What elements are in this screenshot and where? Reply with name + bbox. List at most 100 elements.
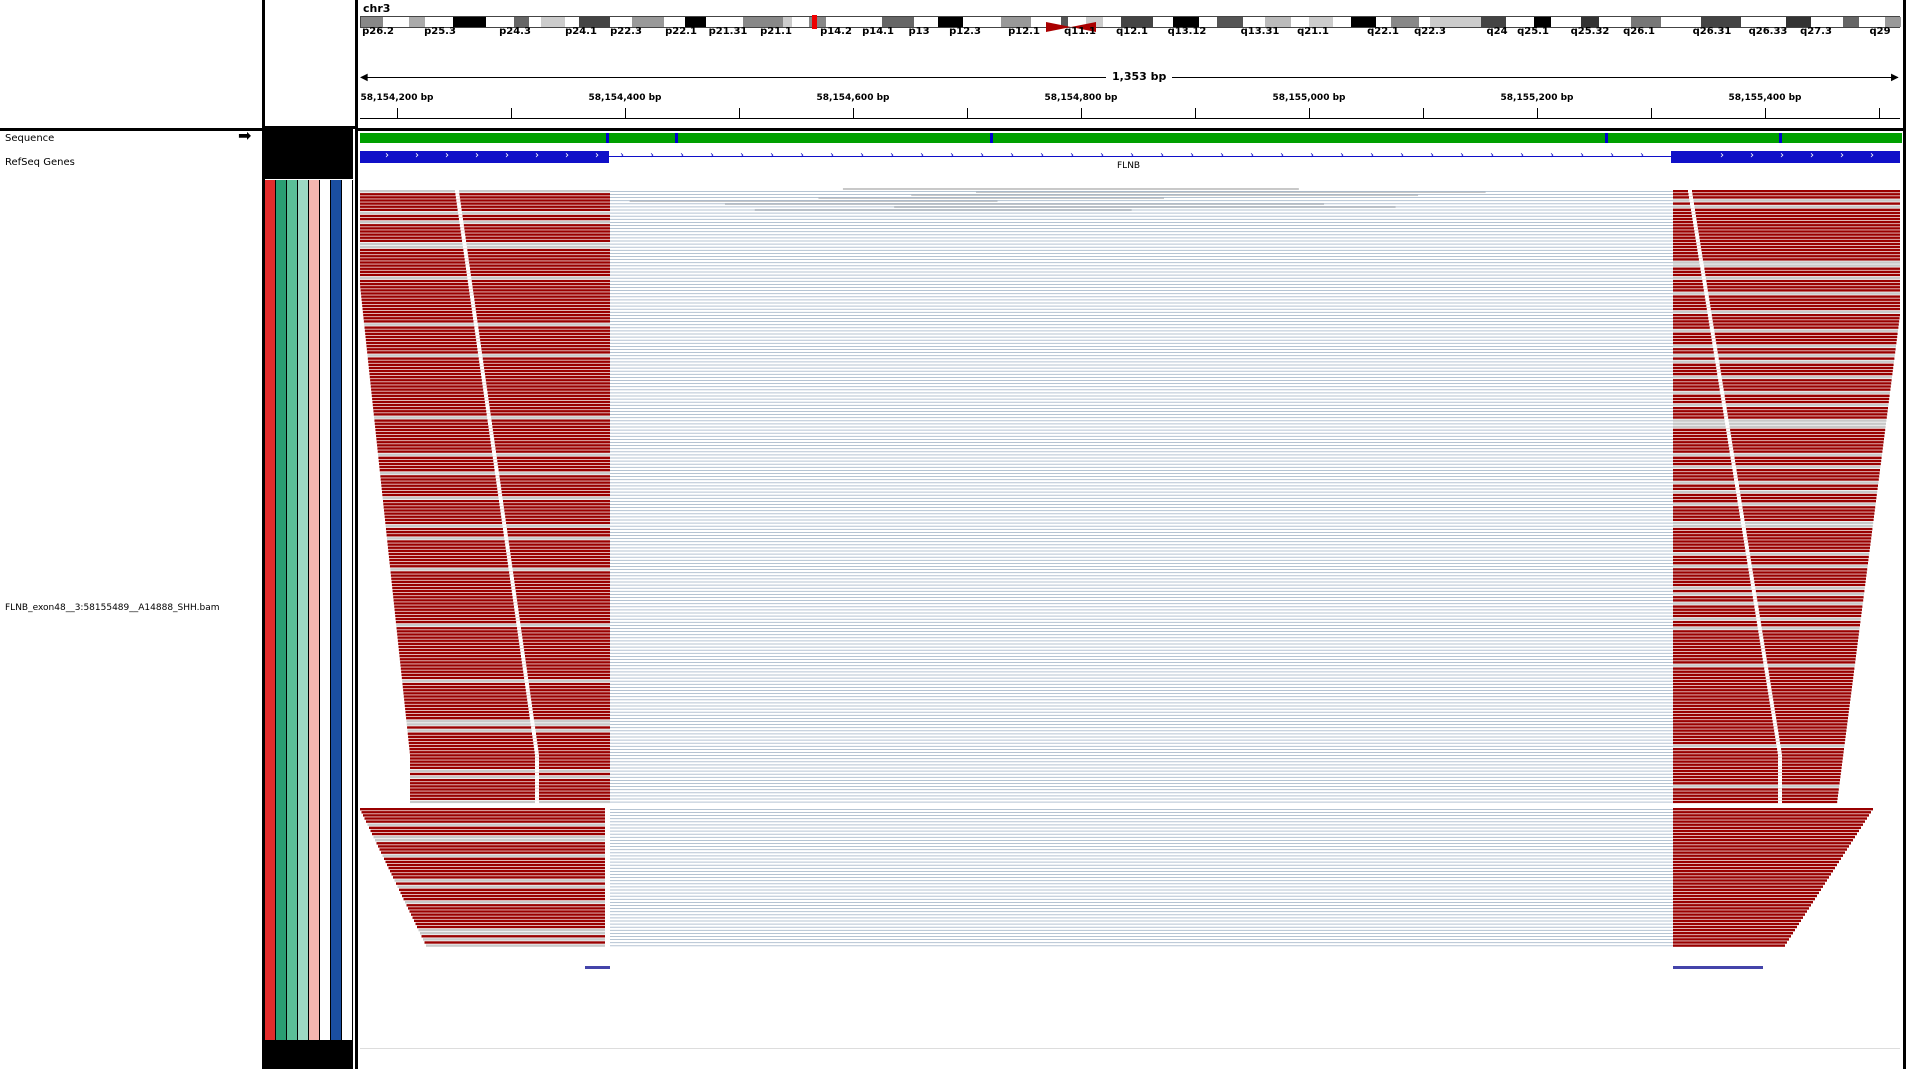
read-left-lower[interactable] bbox=[420, 932, 605, 935]
splice-junction[interactable] bbox=[610, 674, 1675, 676]
read-gap[interactable] bbox=[535, 794, 539, 798]
read-right-block[interactable] bbox=[1673, 211, 1900, 215]
read-gap[interactable] bbox=[1755, 614, 1760, 618]
read-right-lower[interactable] bbox=[1673, 879, 1827, 882]
read-left-block[interactable] bbox=[410, 785, 610, 788]
read-right-block[interactable] bbox=[1673, 639, 1858, 642]
read-left-block[interactable] bbox=[410, 766, 610, 769]
read-right-block[interactable] bbox=[1673, 534, 1872, 537]
read-gap[interactable] bbox=[490, 438, 495, 441]
splice-junction[interactable] bbox=[610, 488, 1675, 490]
read-gap[interactable] bbox=[1764, 667, 1769, 670]
splice-junction[interactable] bbox=[610, 749, 1675, 750]
read-left-block[interactable] bbox=[408, 741, 610, 745]
read-gap[interactable] bbox=[1773, 723, 1778, 726]
read-left-lower[interactable] bbox=[415, 922, 606, 926]
read-gap[interactable] bbox=[1714, 354, 1719, 357]
read-left-block[interactable] bbox=[360, 242, 610, 246]
read-right-lower[interactable] bbox=[1673, 901, 1813, 904]
read-gap[interactable] bbox=[1766, 679, 1771, 683]
read-gap[interactable] bbox=[530, 723, 535, 726]
read-left-block[interactable] bbox=[401, 676, 610, 680]
cytoband[interactable] bbox=[1376, 17, 1391, 27]
read-right-lower[interactable] bbox=[1673, 839, 1853, 842]
read-gap[interactable] bbox=[1719, 388, 1724, 391]
read-gap[interactable] bbox=[1775, 738, 1780, 742]
read-gap[interactable] bbox=[1747, 565, 1752, 568]
splice-junction[interactable] bbox=[610, 812, 1675, 813]
read-gap[interactable] bbox=[458, 214, 463, 218]
read-left-block[interactable] bbox=[370, 385, 610, 388]
read-right-block[interactable] bbox=[1673, 434, 1885, 438]
read-right-block[interactable] bbox=[1673, 317, 1900, 320]
read-gap[interactable] bbox=[462, 245, 467, 249]
cytoband[interactable] bbox=[938, 17, 963, 27]
read-right-block[interactable] bbox=[1673, 441, 1884, 444]
read-right-block[interactable] bbox=[1673, 667, 1855, 670]
read-right-block[interactable] bbox=[1673, 608, 1862, 611]
read-left-block[interactable] bbox=[391, 583, 610, 587]
read-right-block[interactable] bbox=[1673, 636, 1859, 639]
read-insertion[interactable] bbox=[1673, 966, 1763, 969]
read-gap[interactable] bbox=[499, 503, 504, 506]
splice-junction[interactable] bbox=[610, 265, 1675, 267]
splice-junction[interactable] bbox=[610, 886, 1675, 888]
read-gap[interactable] bbox=[1692, 221, 1697, 224]
read-insertion[interactable] bbox=[585, 966, 610, 969]
read-gap[interactable] bbox=[501, 515, 506, 519]
read-right-lower[interactable] bbox=[1673, 916, 1803, 919]
read-gap[interactable] bbox=[518, 639, 523, 643]
read-gap[interactable] bbox=[534, 751, 539, 754]
read-gap[interactable] bbox=[535, 754, 539, 757]
read-gap[interactable] bbox=[1759, 639, 1764, 643]
read-left-block[interactable] bbox=[401, 670, 610, 673]
splice-junction[interactable] bbox=[610, 864, 1675, 866]
read-right-block[interactable] bbox=[1673, 307, 1900, 311]
read-left-block[interactable] bbox=[402, 686, 610, 689]
read-right-block[interactable] bbox=[1673, 456, 1882, 459]
cytoband[interactable] bbox=[565, 17, 579, 27]
read-left-block[interactable] bbox=[360, 283, 610, 286]
read-gap[interactable] bbox=[535, 760, 539, 763]
attribute-cell[interactable] bbox=[331, 129, 342, 179]
read-gap[interactable] bbox=[1718, 382, 1723, 385]
read-right-block[interactable] bbox=[1673, 589, 1865, 593]
read-gap[interactable] bbox=[517, 627, 522, 630]
read-right-block[interactable] bbox=[1673, 410, 1888, 413]
read-gap[interactable] bbox=[1709, 323, 1714, 326]
read-gap[interactable] bbox=[457, 205, 462, 209]
read-gap[interactable] bbox=[467, 279, 472, 283]
read-gap[interactable] bbox=[474, 329, 479, 333]
read-left-block[interactable] bbox=[361, 298, 610, 301]
read-gap[interactable] bbox=[499, 506, 504, 509]
chromosome-label[interactable]: chr3 bbox=[363, 2, 391, 15]
read-gap[interactable] bbox=[1759, 636, 1764, 639]
read-gap[interactable] bbox=[1758, 633, 1763, 636]
read-left-block[interactable] bbox=[397, 636, 610, 639]
read-right-block[interactable] bbox=[1673, 403, 1889, 407]
splice-junction[interactable] bbox=[610, 501, 1675, 502]
read-right-lower[interactable] bbox=[1673, 808, 1873, 811]
read-left-block[interactable] bbox=[410, 788, 610, 791]
read-gap[interactable] bbox=[1702, 283, 1707, 286]
read-gap[interactable] bbox=[1729, 447, 1734, 450]
track-name-refseq[interactable]: RefSeq Genes bbox=[5, 157, 75, 168]
read-gap[interactable] bbox=[1747, 562, 1752, 565]
read-right-lower[interactable] bbox=[1673, 814, 1869, 817]
read-right-lower[interactable] bbox=[1673, 891, 1819, 895]
read-gap[interactable] bbox=[1695, 239, 1700, 243]
cytoband[interactable] bbox=[685, 17, 706, 27]
read-left-block[interactable] bbox=[360, 252, 610, 255]
read-left-block[interactable] bbox=[407, 732, 610, 735]
cytoband[interactable] bbox=[1217, 17, 1243, 27]
read-left-block[interactable] bbox=[399, 651, 610, 655]
read-gap[interactable] bbox=[486, 413, 491, 416]
read-gap[interactable] bbox=[1778, 782, 1782, 785]
read-gap[interactable] bbox=[533, 744, 538, 748]
read-gap[interactable] bbox=[1720, 391, 1725, 395]
read-gap[interactable] bbox=[1713, 351, 1718, 354]
read-left-block[interactable] bbox=[386, 534, 610, 537]
read-left-block[interactable] bbox=[403, 692, 610, 695]
read-right-block[interactable] bbox=[1673, 602, 1863, 605]
read-left-block[interactable] bbox=[375, 425, 610, 428]
